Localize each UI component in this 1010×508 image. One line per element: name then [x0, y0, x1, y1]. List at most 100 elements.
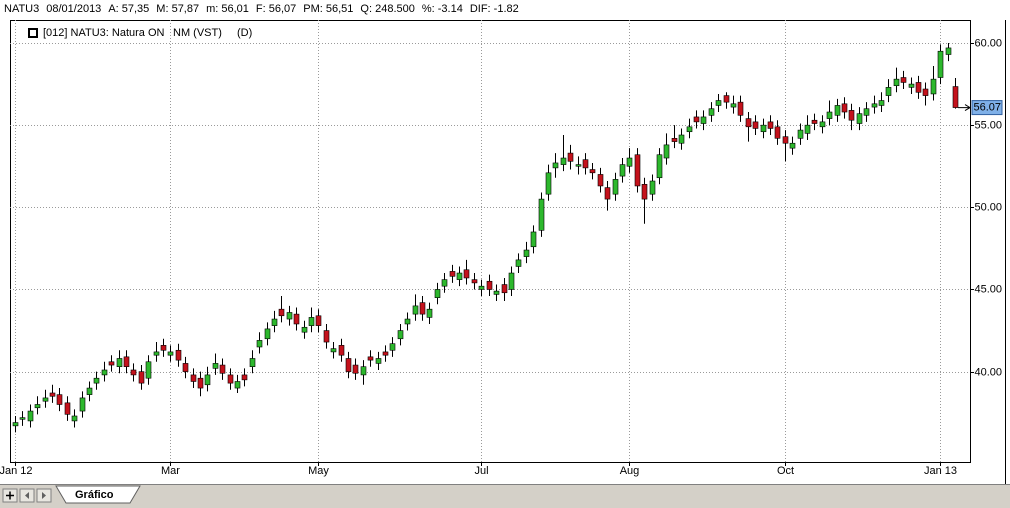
candle-body: [190, 374, 197, 382]
candle-body: [945, 47, 952, 55]
candle-body: [412, 305, 419, 315]
candle-body: [441, 279, 448, 287]
candle-body: [27, 410, 34, 422]
legend-label: [012] NATU3: Natura ON: [43, 27, 165, 39]
header-item: NATU3: [4, 3, 40, 15]
candle-body: [486, 280, 493, 290]
header-item: %: -3.14: [421, 3, 463, 15]
candle-body: [241, 374, 248, 381]
header-item: m: 56,01: [206, 3, 249, 15]
candle-body: [582, 159, 589, 169]
candle-body: [530, 231, 537, 248]
candle-body: [116, 358, 123, 367]
candle-body: [671, 138, 678, 142]
x-tick-label: Jul: [474, 465, 488, 477]
header-item: 08/01/2013: [46, 3, 102, 15]
candle-body: [367, 356, 374, 361]
candle-body: [871, 103, 878, 108]
candle-body: [893, 78, 900, 87]
candle-body: [34, 404, 41, 409]
nav-buttons: [2, 488, 52, 503]
candle-body: [375, 358, 382, 364]
tab[interactable]: [55, 485, 141, 504]
candle-body: [649, 180, 656, 195]
candle-body: [841, 103, 848, 113]
candle-body: [286, 312, 293, 320]
next-icon: [42, 492, 46, 499]
candle-body: [12, 422, 19, 427]
candle-body: [834, 105, 841, 116]
candle-body: [552, 162, 559, 169]
candle-body: [79, 397, 86, 412]
candle-body: [700, 116, 707, 124]
candle-body: [523, 249, 530, 257]
candle-body: [708, 108, 715, 116]
candle-body: [227, 374, 234, 384]
candle-body: [315, 315, 322, 326]
candle-body: [449, 271, 456, 277]
candle-body: [93, 377, 100, 384]
tab-bar: [0, 484, 1010, 508]
candle-body: [197, 377, 204, 389]
tab-label: Gráfico: [75, 489, 114, 501]
candle-body: [249, 358, 256, 367]
candle-body: [723, 95, 730, 103]
candle-body: [885, 87, 892, 96]
candle-body: [737, 101, 744, 116]
candle-body: [641, 184, 648, 200]
candle-body: [56, 394, 63, 405]
candle-body: [515, 259, 522, 267]
candle-body: [597, 174, 604, 187]
candle-body: [167, 351, 174, 356]
candle-body: [856, 113, 863, 124]
candle-body: [145, 361, 152, 379]
candle-body: [693, 116, 700, 123]
candle-body: [478, 285, 485, 290]
header: NATU3 08/01/2013 A: 57,35 M: 57,87 m: 56,01 F…: [4, 3, 519, 15]
candle-body: [426, 308, 433, 318]
candle-body: [715, 100, 722, 106]
candle-body: [434, 289, 441, 298]
candle-body: [619, 164, 626, 177]
y-tick-label: 55.00: [974, 119, 1002, 131]
candle-body: [878, 100, 885, 106]
x-tick-label: Oct: [777, 465, 794, 477]
candle-body: [360, 366, 367, 376]
candle-body: [19, 417, 26, 420]
candle-body: [863, 108, 870, 116]
legend-label: (D): [237, 27, 252, 39]
candle-body: [234, 381, 241, 389]
candle-body: [404, 318, 411, 325]
candle-body: [612, 179, 619, 195]
candle-body: [848, 110, 855, 121]
candle-body: [686, 126, 693, 133]
header-item: F: 56,07: [255, 3, 297, 15]
candle-body: [471, 279, 478, 284]
candle-body: [922, 88, 929, 96]
y-tick-label: 40.00: [974, 366, 1002, 378]
candle-body: [900, 77, 907, 83]
candle-body: [908, 83, 915, 88]
candle-body: [915, 82, 922, 93]
candle-body: [419, 302, 426, 315]
candle-body: [256, 340, 263, 348]
candle-body: [138, 371, 145, 384]
legend-icon: [28, 28, 38, 38]
header-item: DIF: -1.82: [469, 3, 519, 15]
candle-body: [730, 103, 737, 108]
header-item: A: 57,35: [108, 3, 150, 15]
x-tick-label: May: [308, 465, 329, 477]
candle-body: [575, 164, 582, 167]
candle-body: [264, 328, 271, 340]
candle-body: [153, 351, 160, 356]
candle-body: [389, 343, 396, 351]
candle-body: [352, 364, 359, 374]
candle-body: [49, 392, 56, 397]
x-tick-label: Aug: [620, 465, 640, 477]
last-price-box: [971, 100, 1003, 116]
candle-body: [545, 172, 552, 195]
candle-body: [789, 142, 796, 149]
candle-body: [767, 121, 774, 129]
header-item: M: 57,87: [156, 3, 200, 15]
